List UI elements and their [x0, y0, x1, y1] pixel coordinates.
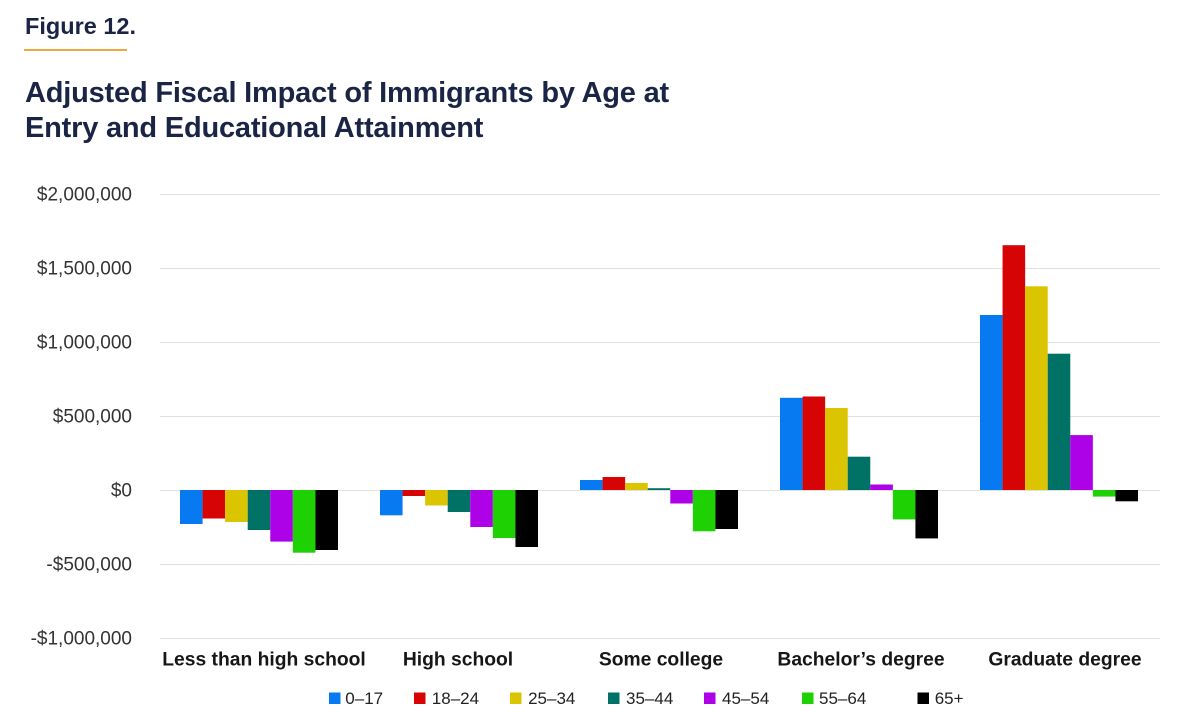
svg-text:0–17: 0–17 [345, 689, 383, 708]
svg-text:35–44: 35–44 [626, 689, 673, 708]
svg-text:25–34: 25–34 [528, 689, 575, 708]
svg-text:$500,000: $500,000 [53, 407, 132, 428]
svg-text:55–64: 55–64 [819, 689, 866, 708]
svg-text:65+: 65+ [935, 689, 964, 708]
svg-text:-$1,000,000: -$1,000,000 [31, 629, 132, 650]
svg-text:$2,000,000: $2,000,000 [37, 185, 132, 206]
svg-text:Bachelor’s degree: Bachelor’s degree [777, 650, 944, 671]
svg-text:$0: $0 [111, 481, 132, 502]
svg-text:-$500,000: -$500,000 [46, 555, 132, 576]
svg-text:Less than high school: Less than high school [162, 650, 366, 671]
svg-text:Some college: Some college [599, 650, 724, 671]
svg-text:$1,500,000: $1,500,000 [37, 259, 132, 280]
svg-text:High school: High school [403, 650, 513, 671]
svg-text:18–24: 18–24 [432, 689, 479, 708]
svg-text:45–54: 45–54 [722, 689, 769, 708]
svg-text:Graduate degree: Graduate degree [988, 650, 1142, 671]
svg-text:$1,000,000: $1,000,000 [37, 333, 132, 354]
